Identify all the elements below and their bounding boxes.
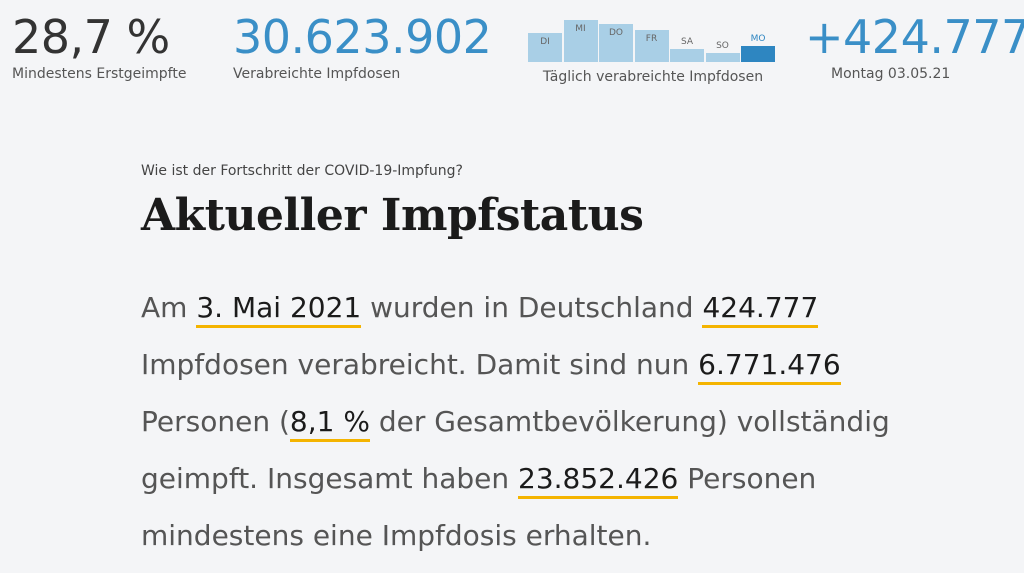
daily-doses-bar-label: MI: [575, 24, 586, 34]
stat-total-doses-value: 30.623.902: [233, 10, 492, 64]
daily-doses-bar-label: DI: [540, 37, 550, 48]
stat-daily-doses: +424.777 Montag 03.05.21: [805, 12, 1024, 82]
text-segment: Personen (: [141, 405, 290, 438]
stat-daily-doses-value: +424.777: [805, 10, 1024, 64]
text-segment: Personen mindestens eine Impfdosis erhal…: [141, 462, 817, 552]
stat-first-dose-label: Mindestens Erstgeimpfte: [12, 66, 187, 82]
stat-first-dose-value: 28,7 %: [12, 10, 170, 64]
text-segment: Impfdosen verabreicht. Damit sind nun: [141, 348, 699, 381]
daily-doses-bar-label: DO: [608, 28, 623, 39]
daily-doses-bar-mo: MO: [741, 34, 775, 62]
text-segment: der Gesamtbevölkerung) vollständig geimp…: [141, 405, 890, 495]
stat-total-doses-label: Verabreichte Impfdosen: [233, 66, 401, 82]
daily-doses-bar-fr: FR: [634, 30, 669, 62]
daily-doses-bar-mi: MI: [563, 20, 598, 62]
article-kicker: Wie ist der Fortschritt der COVID-19-Imp…: [141, 163, 463, 179]
daily-doses-bar-label: SA: [680, 36, 694, 47]
daily-doses-bar-label: FR: [645, 34, 658, 45]
daily-doses-bar-label: SO: [716, 40, 729, 51]
highlight-date: 3. Mai 2021: [196, 291, 362, 328]
daily-doses-bar-do: DO: [599, 24, 633, 62]
article: Wie ist der Fortschritt der COVID-19-Imp…: [141, 163, 941, 564]
stat-daily-doses-date: Montag 03.05.21: [831, 66, 951, 82]
stat-first-dose: 28,7 % Mindestens Erstgeimpfte: [12, 12, 186, 82]
highlight-first-dose-count: 23.852.426: [518, 462, 679, 499]
daily-doses-chart: DI MI DO FR SA SO MO Täglich verabreichte Impf…: [528, 5, 778, 85]
highlight-daily-doses: 424.777: [702, 291, 819, 328]
daily-doses-bar-so: SO: [705, 41, 740, 62]
text-segment: wurden in Deutschland: [361, 291, 703, 324]
highlight-fully-vaccinated-percent: 8,1 %: [289, 405, 370, 442]
highlight-fully-vaccinated: 6.771.476: [698, 348, 841, 385]
daily-doses-caption: Täglich verabreichte Impfdosen: [542, 69, 764, 85]
article-paragraph: Am 3. Mai 2021 wurden in Deutschland 424…: [141, 279, 941, 564]
daily-doses-bars: DI MI DO FR SA SO MO: [528, 5, 778, 63]
text-segment: Am: [141, 291, 197, 324]
stat-total-doses: 30.623.902 Verabreichte Impfdosen: [233, 10, 492, 82]
article-title: Aktueller Impfstatus: [141, 190, 644, 241]
daily-doses-bar-di: DI: [528, 33, 562, 62]
daily-doses-bar-sa: SA: [670, 37, 704, 62]
daily-doses-bar-label: MO: [750, 34, 766, 45]
